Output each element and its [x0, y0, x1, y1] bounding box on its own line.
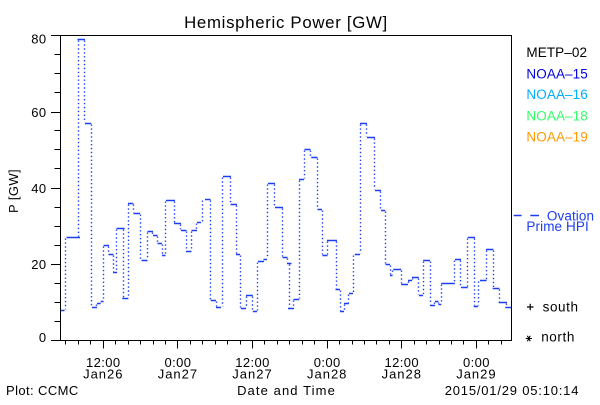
svg-text:Ovation: Ovation	[547, 209, 594, 224]
svg-text:south: south	[543, 299, 579, 314]
svg-text:0:00: 0:00	[463, 355, 490, 370]
svg-text:NOAA–19: NOAA–19	[526, 129, 587, 144]
svg-text:0:00: 0:00	[164, 355, 191, 370]
svg-text:NOAA–16: NOAA–16	[526, 87, 587, 102]
svg-text:NOAA–15: NOAA–15	[526, 66, 587, 81]
svg-text:METP–02: METP–02	[526, 45, 587, 60]
svg-text:2015/01/29 05:10:14: 2015/01/29 05:10:14	[445, 383, 579, 398]
svg-text:60: 60	[31, 105, 46, 120]
svg-text:80: 80	[31, 32, 46, 47]
svg-text:40: 40	[31, 181, 46, 196]
svg-text:Date and Time: Date and Time	[237, 383, 336, 398]
svg-text:Plot: CCMC: Plot: CCMC	[6, 383, 79, 398]
svg-text:0: 0	[39, 330, 47, 345]
svg-text:12:00: 12:00	[86, 355, 121, 370]
svg-text:Jan27: Jan27	[232, 367, 272, 382]
svg-text:north: north	[541, 330, 575, 345]
svg-text:20: 20	[31, 257, 46, 272]
svg-text:Jan27: Jan27	[158, 367, 198, 382]
svg-text:Jan28: Jan28	[307, 367, 347, 382]
svg-text:12:00: 12:00	[235, 355, 270, 370]
svg-text:Hemispheric Power [GW]: Hemispheric Power [GW]	[184, 13, 388, 32]
svg-text:Prime HPI: Prime HPI	[526, 219, 588, 234]
svg-text:0:00: 0:00	[314, 355, 341, 370]
svg-text:12:00: 12:00	[385, 355, 420, 370]
svg-text:Jan28: Jan28	[382, 367, 422, 382]
svg-text:NOAA–18: NOAA–18	[526, 109, 587, 124]
svg-text:Jan29: Jan29	[456, 367, 496, 382]
svg-text:Jan26: Jan26	[83, 367, 123, 382]
svg-text:P [GW]: P [GW]	[6, 169, 21, 213]
